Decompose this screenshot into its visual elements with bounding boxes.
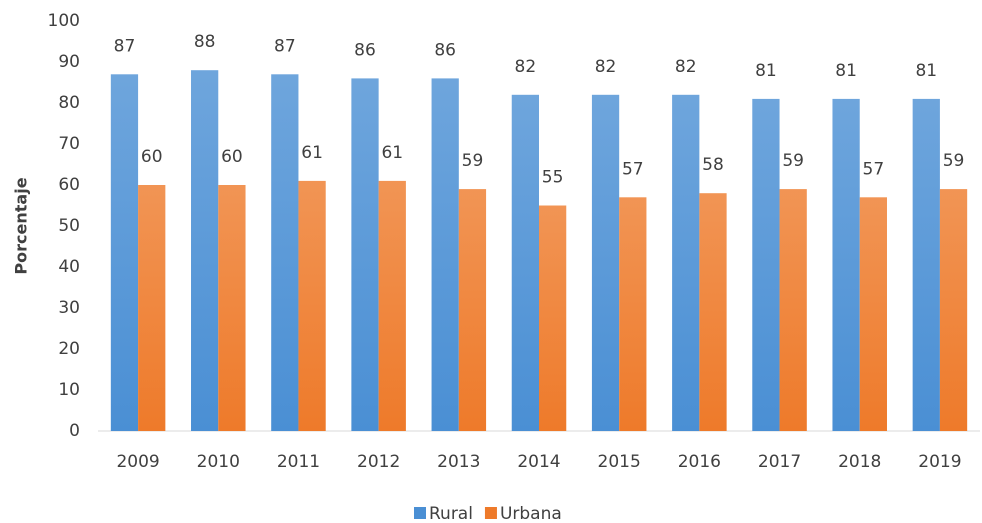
bar — [191, 70, 219, 431]
x-tick-label: 2017 — [758, 452, 801, 472]
bar — [351, 78, 379, 432]
bar — [832, 98, 860, 432]
legend-swatch — [414, 507, 426, 519]
data-label: 59 — [782, 151, 804, 171]
bar — [511, 94, 539, 432]
bar — [378, 180, 406, 431]
x-tick-label: 2019 — [918, 452, 961, 472]
bar — [138, 185, 166, 431]
legend-swatch — [484, 507, 497, 519]
bar — [619, 197, 647, 431]
data-label: 82 — [515, 57, 537, 77]
data-label: 59 — [943, 151, 965, 171]
x-tick-label: 2013 — [437, 452, 480, 472]
bar — [591, 94, 620, 432]
data-label: 61 — [381, 143, 403, 163]
bar — [218, 185, 246, 431]
data-label: 59 — [462, 151, 484, 171]
data-label: 55 — [542, 168, 564, 188]
y-tick-label: 30 — [58, 298, 80, 318]
bar — [271, 74, 299, 432]
data-label: 57 — [863, 159, 885, 179]
x-tick-label: 2015 — [598, 452, 641, 472]
y-tick-label: 40 — [58, 257, 80, 277]
data-label: 82 — [595, 57, 617, 77]
data-label: 60 — [141, 147, 163, 167]
data-label: 81 — [755, 61, 777, 81]
bar — [699, 193, 727, 431]
y-tick-label: 20 — [58, 339, 80, 359]
legend-label: Rural — [429, 504, 473, 523]
bar — [779, 189, 807, 431]
x-tick-label: 2011 — [277, 452, 320, 472]
bar — [539, 205, 567, 431]
data-label: 60 — [221, 147, 243, 167]
bar — [752, 98, 780, 432]
bar — [431, 78, 459, 432]
data-label: 58 — [702, 155, 724, 175]
data-label: 61 — [301, 143, 323, 163]
data-label: 82 — [675, 57, 697, 77]
x-tick-label: 2018 — [838, 452, 881, 472]
data-label: 87 — [114, 36, 136, 56]
x-tick-label: 2016 — [678, 452, 721, 472]
x-tick-label: 2010 — [197, 452, 240, 472]
data-label: 81 — [915, 61, 937, 81]
bar — [672, 94, 700, 432]
data-label: 57 — [622, 159, 644, 179]
bar — [939, 189, 968, 431]
x-tick-label: 2012 — [357, 452, 400, 472]
data-label: 87 — [274, 36, 296, 56]
y-tick-label: 100 — [48, 11, 80, 31]
bar — [912, 98, 940, 432]
legend-label: Urbana — [500, 504, 562, 523]
data-label: 88 — [194, 32, 216, 52]
y-tick-label: 60 — [58, 175, 80, 195]
bar — [110, 74, 139, 432]
x-tick-label: 2009 — [116, 452, 159, 472]
data-label: 86 — [434, 40, 456, 60]
y-tick-label: 10 — [58, 380, 80, 400]
y-tick-label: 90 — [58, 52, 80, 72]
data-label: 86 — [354, 40, 376, 60]
y-axis-label: Porcentaje — [12, 177, 31, 274]
y-tick-label: 50 — [58, 216, 80, 236]
bar — [458, 189, 487, 431]
x-tick-label: 2014 — [517, 452, 560, 472]
bar — [298, 180, 326, 431]
data-label: 81 — [835, 61, 857, 81]
bar — [859, 197, 887, 431]
y-tick-label: 70 — [58, 134, 80, 154]
y-tick-label: 0 — [69, 421, 80, 441]
y-tick-label: 80 — [58, 93, 80, 113]
